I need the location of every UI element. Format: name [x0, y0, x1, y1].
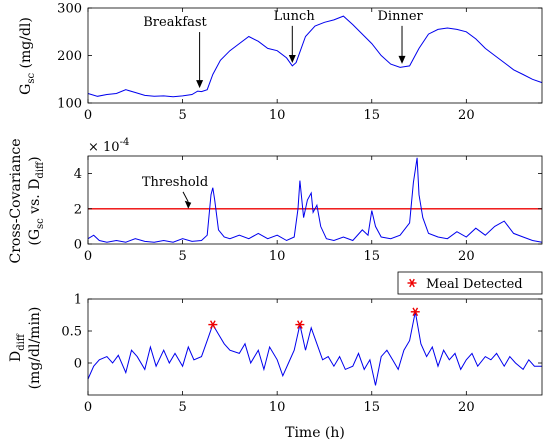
- derivative-ylabel-line2: (mg/dl/min): [27, 307, 43, 390]
- covariance-ylabel-mid: vs. D: [27, 179, 43, 219]
- meal-annotation-arrowhead: [196, 80, 204, 89]
- meal-detected-marker: [208, 320, 218, 329]
- derivative-plot-area: [87, 311, 542, 386]
- glucose-ylabel-unit: (mg/dl): [18, 17, 34, 73]
- covariance-ylabel-line2: (Gsc vs. Ddiff): [27, 156, 46, 245]
- covariance-xtick-label: 0: [84, 249, 92, 264]
- glucose-ticks: 0 5 10 15 20 100 200 300: [57, 2, 542, 123]
- derivative-ylabel-sub: diff: [16, 333, 27, 351]
- covariance-ticks: 0 5 10 15 20 0 2 4: [74, 156, 542, 264]
- derivative-xtick-label: 15: [363, 400, 380, 415]
- covariance-exponent-base: × 10: [88, 140, 120, 155]
- meal-annotation-label: Breakfast: [143, 15, 207, 30]
- derivative-ylabel-line1: Ddiff: [8, 333, 27, 362]
- meal-annotation-label: Lunch: [274, 9, 316, 24]
- glucose-xtick-label: 0: [84, 108, 92, 123]
- meal-detected-markers: [208, 307, 420, 329]
- covariance-plot-area: [87, 157, 543, 243]
- covariance-ytick-label: 4: [74, 167, 82, 182]
- x-axis-label: Time (h): [285, 425, 345, 441]
- covariance-axes-box: [87, 155, 543, 245]
- meal-annotation-arrowhead: [398, 55, 406, 64]
- meal-detected-marker: [410, 307, 420, 317]
- covariance-xtick-label: 15: [363, 249, 380, 264]
- glucose-annotations: Breakfast Lunch Dinner: [143, 9, 424, 89]
- glucose-xtick-label: 20: [458, 108, 475, 123]
- glucose-ytick-label: 200: [57, 49, 82, 64]
- legend-box: [397, 271, 543, 295]
- threshold-label: Threshold: [142, 175, 208, 190]
- covariance-ylabel-sub2: diff: [35, 161, 46, 179]
- meal-annotation-label: Dinner: [378, 9, 424, 24]
- legend-label: Meal Detected: [426, 277, 523, 292]
- meal-detected-marker: [295, 320, 305, 329]
- derivative-ytick-label: 0: [74, 357, 82, 372]
- glucose-xtick-label: 10: [269, 108, 286, 123]
- covariance-xtick-label: 10: [269, 249, 286, 264]
- covariance-xtick-label: 5: [178, 249, 186, 264]
- covariance-xtick-label: 20: [458, 249, 475, 264]
- derivative-ytick-label: 1: [74, 293, 82, 308]
- derivative-xtick-label: 0: [84, 400, 92, 415]
- derivative-ytick-label: 0.5: [61, 325, 82, 340]
- derivative-axes-box: [87, 298, 543, 396]
- covariance-exponent: × 10-4: [88, 137, 129, 155]
- glucose-xtick-label: 15: [363, 108, 380, 123]
- covariance-ylabel-line1: Cross-Covariance: [8, 139, 24, 264]
- covariance-ylabel-sub1: sc: [35, 218, 46, 229]
- glucose-ylabel-sub: sc: [26, 73, 37, 84]
- derivative-ticks: 0 5 10 15 20 0 0.5 1: [61, 293, 542, 415]
- legend-marker: [407, 278, 417, 288]
- glucose-plot-area: [87, 15, 543, 98]
- meal-detected-marker-stroke: [209, 320, 216, 329]
- covariance-ylabel-pre: (G: [27, 229, 43, 246]
- glucose-ytick-label: 300: [57, 2, 82, 17]
- glucose-panel: 0 5 10 15 20 100 200 300 Breakfast Lunch Dinner G…: [18, 2, 543, 123]
- covariance-exponent-power: -4: [120, 137, 130, 148]
- covariance-ytick-label: 2: [74, 202, 82, 217]
- glucose-series-line: [87, 15, 543, 98]
- glucose-ylabel-main: G: [18, 84, 34, 95]
- derivative-xtick-label: 5: [178, 400, 186, 415]
- covariance-series-line: [87, 157, 543, 243]
- threshold-arrowhead: [184, 200, 192, 209]
- covariance-panel: 0 5 10 15 20 0 2 4 × 10-4 Threshold Cross-Covar…: [8, 137, 543, 264]
- covariance-ylabel-post: ): [27, 156, 43, 161]
- legend: Meal Detected: [397, 271, 543, 295]
- derivative-xtick-label: 20: [458, 400, 475, 415]
- legend-marker-stroke: [409, 278, 415, 288]
- glucose-ylabel: Gsc (mg/dl): [18, 17, 37, 95]
- derivative-xtick-label: 10: [269, 400, 286, 415]
- threshold-annotation: Threshold: [142, 175, 208, 209]
- covariance-ytick-label: 0: [74, 238, 82, 253]
- glucose-xtick-label: 5: [178, 108, 186, 123]
- derivative-ylabel-main: D: [8, 351, 24, 362]
- meal-detected-marker-stroke: [297, 320, 303, 329]
- threshold-arrow: [182, 191, 189, 203]
- derivative-panel: 0 5 10 15 20 0 0.5 1 Meal Detected Ddiff (mg/dl…: [8, 271, 543, 441]
- glucose-ytick-label: 100: [57, 97, 82, 112]
- meal-detected-marker-stroke: [412, 307, 419, 317]
- derivative-series-line: [87, 311, 542, 386]
- meal-annotation-arrowhead: [288, 54, 296, 63]
